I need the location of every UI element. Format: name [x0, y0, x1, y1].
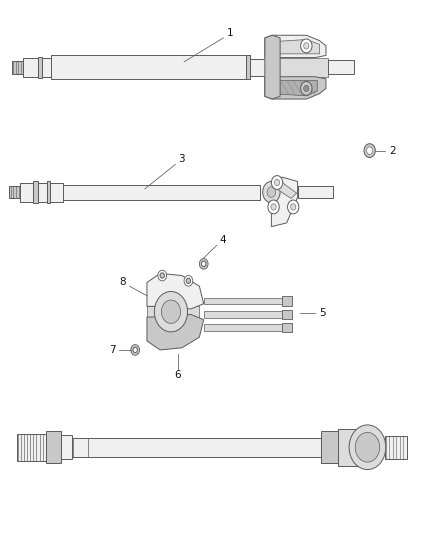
Bar	[63, 184, 260, 199]
Circle shape	[184, 276, 193, 286]
Circle shape	[133, 348, 138, 353]
Bar	[38, 182, 46, 201]
Circle shape	[201, 261, 206, 266]
Circle shape	[271, 204, 276, 210]
Text: 2: 2	[389, 146, 396, 156]
Bar	[51, 55, 250, 79]
Polygon shape	[274, 39, 319, 54]
Bar	[204, 325, 287, 331]
Bar	[385, 435, 407, 459]
Polygon shape	[147, 314, 204, 350]
Circle shape	[186, 278, 191, 284]
Polygon shape	[265, 35, 326, 58]
Bar	[50, 182, 63, 201]
Text: 8: 8	[119, 278, 125, 287]
Circle shape	[300, 82, 312, 95]
Circle shape	[304, 43, 309, 49]
Bar	[12, 61, 22, 74]
Circle shape	[290, 204, 296, 210]
Bar	[283, 323, 292, 333]
Polygon shape	[265, 35, 280, 99]
Text: 1: 1	[226, 28, 233, 38]
Bar	[204, 311, 287, 318]
Bar	[328, 60, 354, 74]
Bar	[321, 431, 338, 463]
Circle shape	[355, 432, 380, 462]
Bar	[61, 435, 72, 459]
Circle shape	[154, 292, 187, 332]
Text: 4: 4	[219, 235, 226, 245]
Bar	[38, 56, 42, 78]
Bar	[147, 306, 199, 317]
Circle shape	[158, 270, 166, 281]
Circle shape	[267, 187, 276, 197]
Bar	[204, 298, 287, 304]
Polygon shape	[272, 177, 297, 227]
Polygon shape	[147, 273, 204, 309]
Text: 7: 7	[109, 345, 115, 355]
Circle shape	[161, 300, 180, 324]
Circle shape	[268, 200, 279, 214]
Text: 3: 3	[179, 154, 185, 164]
Circle shape	[300, 39, 312, 53]
Bar	[46, 431, 61, 463]
Bar	[283, 296, 292, 306]
Bar	[250, 59, 265, 76]
Circle shape	[364, 144, 375, 158]
Polygon shape	[274, 180, 297, 198]
Circle shape	[275, 179, 280, 185]
Circle shape	[131, 345, 140, 356]
Polygon shape	[274, 80, 317, 96]
Circle shape	[272, 175, 283, 189]
Bar	[42, 58, 51, 77]
Text: 5: 5	[320, 308, 326, 318]
Circle shape	[367, 147, 373, 155]
Bar	[338, 429, 360, 466]
Bar	[33, 181, 38, 203]
Bar	[17, 434, 46, 461]
Bar	[283, 310, 292, 319]
Bar	[46, 181, 50, 203]
Bar	[246, 55, 250, 79]
Bar	[297, 185, 332, 198]
Polygon shape	[265, 77, 326, 99]
Bar	[22, 58, 38, 77]
Circle shape	[304, 85, 309, 92]
Text: 6: 6	[174, 370, 181, 381]
Circle shape	[263, 181, 280, 203]
Circle shape	[349, 425, 386, 470]
Circle shape	[288, 200, 299, 214]
Bar	[10, 185, 20, 198]
Bar	[20, 182, 33, 201]
Bar	[265, 58, 328, 77]
Circle shape	[199, 259, 208, 269]
Circle shape	[160, 273, 164, 278]
Bar	[72, 438, 321, 457]
